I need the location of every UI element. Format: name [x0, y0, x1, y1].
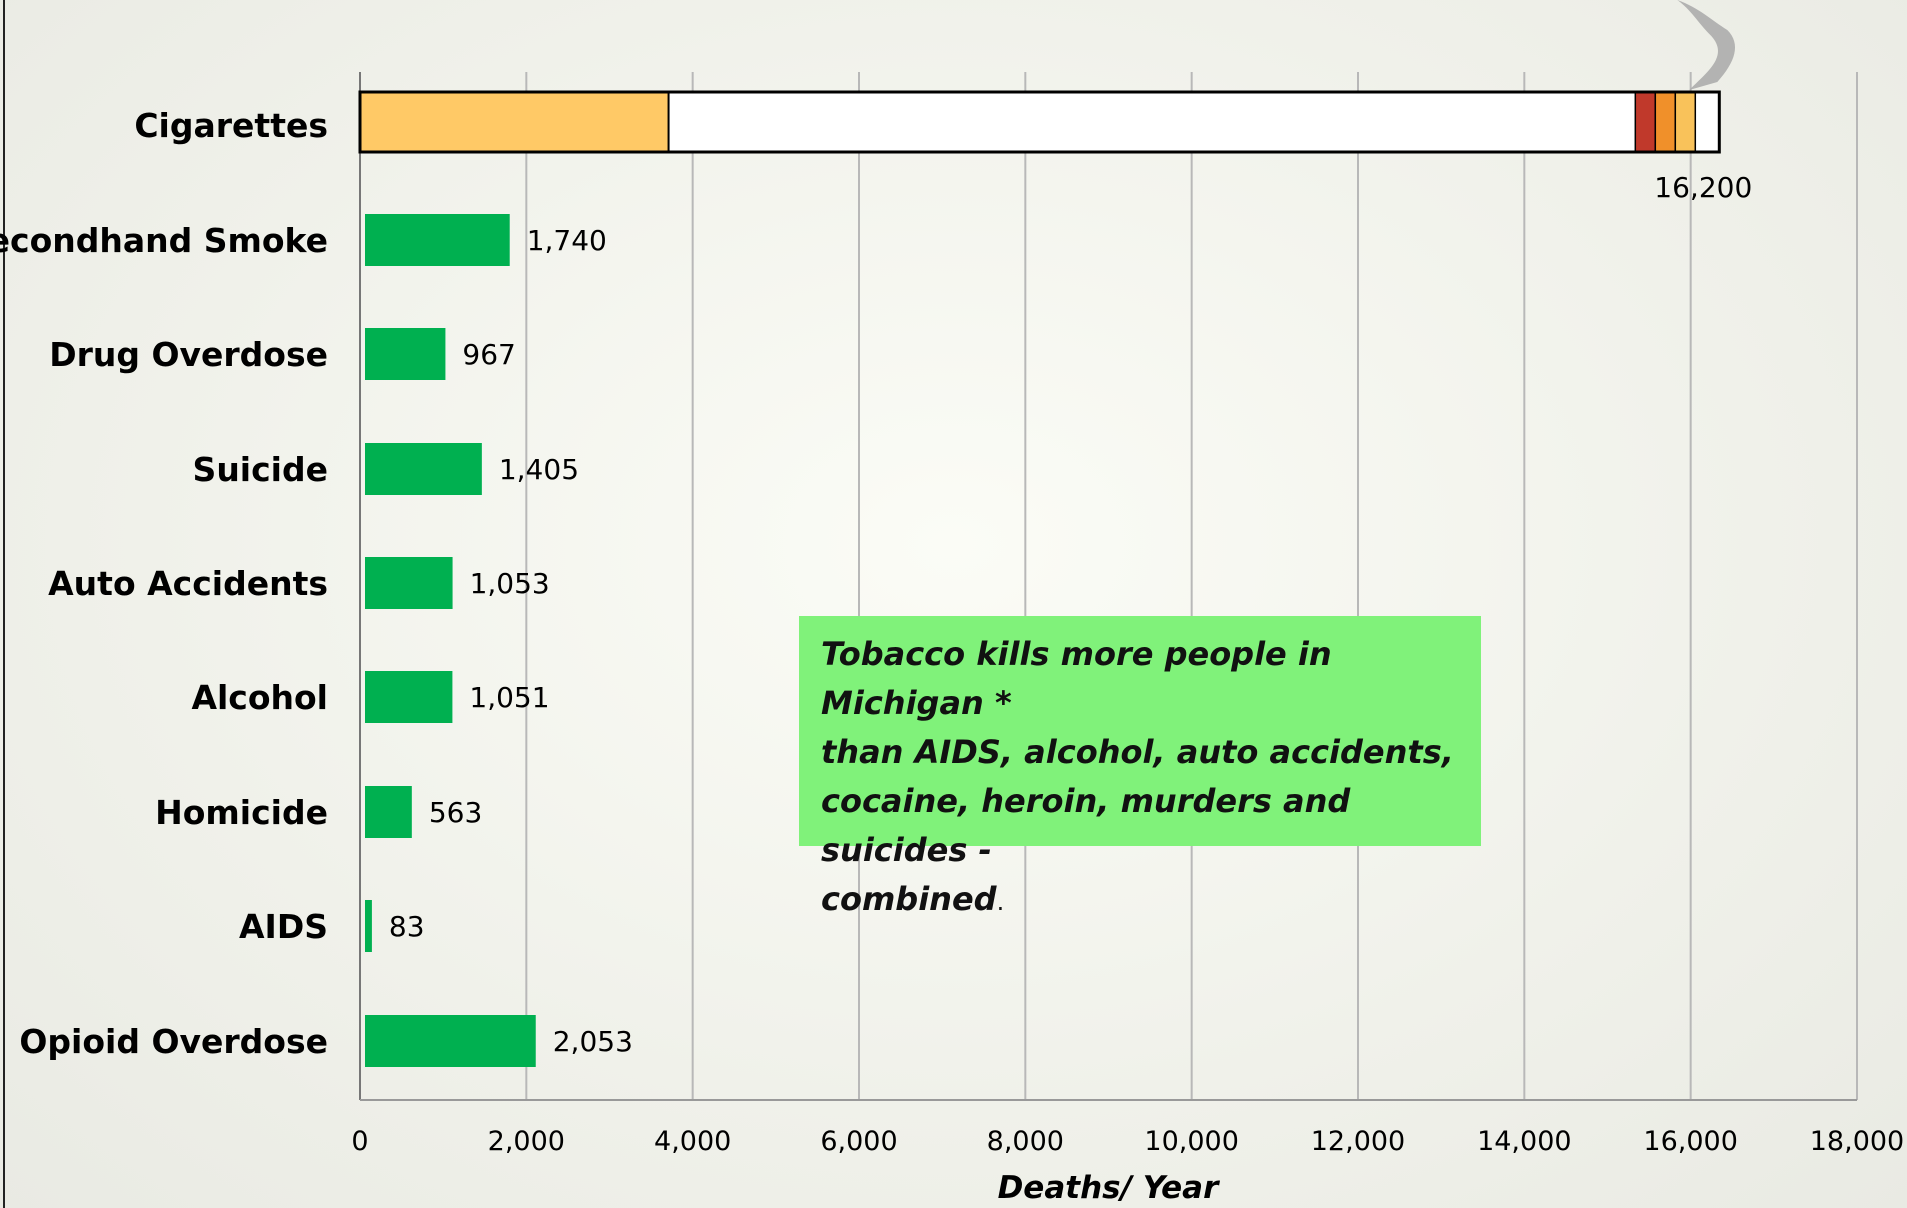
x-tick-label: 6,000: [820, 1126, 897, 1157]
value-label: 563: [429, 796, 482, 829]
category-label: Secondhand Smoke: [0, 221, 328, 260]
annotation-line-4: combined.: [821, 875, 1465, 927]
value-label: 1,051: [469, 681, 549, 714]
value-label: 1,405: [499, 453, 579, 486]
category-label: AIDS: [239, 907, 328, 946]
left-border-line: [3, 0, 5, 1208]
value-labels: 16,200 1,740 967 1,405 1,053 1,051 563 83 2,053: [389, 171, 1752, 1058]
value-label: 1,740: [527, 224, 607, 257]
annotation-line-2: than AIDS, alcohol, auto accidents,: [821, 733, 1454, 771]
cigarette-ember: [1634, 91, 1657, 153]
annotation-line-3: cocaine, heroin, murders and suicides -: [821, 782, 1351, 869]
value-label: 83: [389, 910, 425, 943]
x-tick-label: 2,000: [488, 1126, 565, 1157]
annotation-trailing-period: .: [996, 888, 1005, 916]
bars-group: [365, 214, 536, 1067]
bar: [365, 900, 372, 952]
x-tick-labels: 0 2,000 4,000 6,000 8,000 10,000 12,000 14,000 1…: [351, 1126, 1904, 1157]
value-label: 967: [462, 338, 515, 371]
annotation-line-4-text: combined: [821, 880, 997, 918]
category-label: Alcohol: [191, 678, 328, 717]
category-label: Homicide: [155, 793, 328, 832]
x-tick-label: 0: [351, 1126, 368, 1157]
cigarette-bar-group: [358, 0, 1736, 154]
annotation-callout: Tobacco kills more people in Michigan * …: [799, 616, 1481, 918]
bar: [365, 1015, 536, 1067]
annotation-line-1: Tobacco kills more people in Michigan *: [821, 635, 1332, 722]
x-tick-label: 16,000: [1643, 1126, 1737, 1157]
x-tick-label: 10,000: [1144, 1126, 1238, 1157]
x-tick-label: 14,000: [1477, 1126, 1571, 1157]
value-label: 16,200: [1654, 171, 1752, 204]
bar: [365, 671, 453, 723]
category-label: Auto Accidents: [48, 564, 328, 603]
x-tick-label: 8,000: [987, 1126, 1064, 1157]
smoke-wisp: [1677, 0, 1736, 90]
bar: [365, 214, 510, 266]
bar: [365, 557, 453, 609]
x-tick-label: 4,000: [654, 1126, 731, 1157]
bar: [365, 786, 412, 838]
bar: [365, 328, 446, 380]
category-labels: Cigarettes Secondhand Smoke Drug Overdose S…: [0, 106, 328, 1061]
category-label: Suicide: [193, 450, 328, 489]
cigarette-filter: [360, 92, 669, 152]
x-axis-title: Deaths/ Year: [998, 1170, 1221, 1206]
value-label: 1,053: [470, 567, 550, 600]
cigarette-paper: [668, 92, 1720, 152]
x-tick-label: 12,000: [1311, 1126, 1405, 1157]
category-label: Drug Overdose: [49, 335, 328, 374]
x-tick-label: 18,000: [1810, 1126, 1904, 1157]
cigarette-bar: [358, 90, 1721, 154]
bar: [365, 443, 482, 495]
cigarette-ember: [1654, 91, 1677, 153]
category-label: Opioid Overdose: [19, 1022, 328, 1061]
value-label: 2,053: [553, 1025, 633, 1058]
grid-lines: [359, 72, 1858, 1101]
category-label: Cigarettes: [134, 106, 328, 145]
cigarette-ember: [1674, 91, 1697, 153]
